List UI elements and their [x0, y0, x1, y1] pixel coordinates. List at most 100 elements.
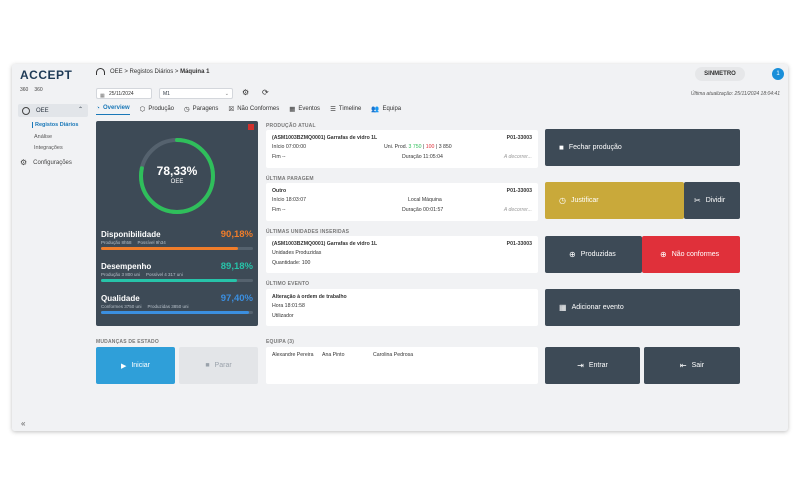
metric-value: 97,40%	[220, 293, 253, 304]
justify-button[interactable]: ◷ Justificar	[545, 182, 684, 219]
metric-qualidade: Qualidade 97,40% Conformes 3750 uni Produ…	[101, 293, 253, 314]
app-logo-subtitle: 360 360	[20, 87, 43, 93]
metric-name: Desempenho	[101, 262, 152, 271]
non-conforming-button[interactable]: ⊕ Não conformes	[642, 236, 740, 273]
chevron-down-icon: ⌄	[224, 91, 229, 97]
play-icon: ▶	[120, 362, 127, 370]
metric-sub: Conformes 3750 uni Produzidas 3850 uni	[101, 304, 189, 309]
box-icon: ⬡	[139, 105, 146, 113]
status-text: A decorrer...	[503, 207, 532, 213]
breadcrumb-root[interactable]: OEE	[110, 68, 123, 75]
enter-button[interactable]: ⇥ Entrar	[545, 347, 640, 384]
chevron-up-icon[interactable]: ⌃	[77, 107, 83, 113]
team-icon: 👥	[371, 105, 380, 113]
produced-button[interactable]: ⊕ Produzidas	[545, 236, 642, 273]
gauge-arc	[139, 138, 215, 214]
metric-bar	[101, 247, 253, 250]
machine-select[interactable]: M1 ⌄	[159, 88, 233, 99]
close-production-button[interactable]: ■ Fechar produção	[545, 129, 740, 166]
tab-paragens[interactable]: ◷ Paragens	[184, 105, 219, 113]
tab-bar: ◔ Overview ⬡ Produção ◷ Paragens ☒ Não Confo…	[96, 102, 411, 115]
team-member: Carolina Pedrosa	[373, 352, 414, 358]
breadcrumb-current: Máquina 1	[180, 68, 210, 75]
tab-eventos[interactable]: ▦ Eventos	[289, 105, 321, 113]
ultimo-evento-panel: Alteração à ordem de trabalho Hora 18:01…	[266, 289, 538, 326]
x-square-icon: ☒	[228, 105, 235, 113]
metric-bar	[101, 311, 253, 314]
metric-bar	[101, 279, 253, 282]
metric-name: Disponibilidade	[101, 230, 161, 239]
alert-flag-icon	[248, 124, 254, 130]
section-title-equipa: EQUIPA (3)	[266, 339, 295, 345]
team-member: Alexandre Pereira	[272, 352, 314, 358]
sidebar-item-configuracoes[interactable]: ⚙ Configurações	[20, 158, 72, 167]
tab-producao[interactable]: ⬡ Produção	[139, 105, 174, 113]
last-updated-text: Última atualização: 25/11/2024 18:04:41	[690, 91, 780, 97]
stop-button[interactable]: ■ Parar	[179, 347, 258, 384]
tab-equipa[interactable]: 👥 Equipa	[371, 105, 402, 113]
gauge-icon: ◔	[96, 104, 100, 112]
ultimas-unidades-panel: (ASM1003BZMQ0001) Garrafas de vidro 1L P…	[266, 236, 538, 273]
add-event-button[interactable]: ▦ Adicionar evento	[545, 289, 740, 326]
gauge-icon	[22, 106, 30, 115]
status-text: A decorrer...	[503, 154, 532, 160]
sidebar-item-label: OEE	[36, 107, 49, 114]
plus-circle-icon: ⊕	[569, 250, 576, 259]
order-code: P01-33003	[506, 135, 532, 141]
start-button[interactable]: ▶ Iniciar	[96, 347, 175, 384]
stop-square-icon: ■	[559, 143, 564, 152]
start-time: Início 18:03:07	[272, 197, 307, 203]
section-title-ultimo-evento: ÚLTIMO EVENTO	[266, 281, 310, 287]
metric-name: Qualidade	[101, 294, 140, 303]
login-icon: ⇥	[577, 361, 584, 370]
breadcrumb-mid[interactable]: Registos Diários	[129, 68, 174, 75]
refresh-icon: ⟳	[262, 88, 269, 97]
settings-gear-button[interactable]: ⚙	[242, 88, 249, 97]
team-member: Ana Pinto	[322, 352, 345, 358]
gear-icon: ⚙	[242, 88, 250, 97]
metric-value: 90,18%	[220, 229, 253, 240]
sidebar-item-analise[interactable]: Análise	[34, 134, 53, 140]
units-produced: Uni. Prod. 3 750 | 100 | 3 850	[384, 144, 452, 150]
app-window: ACCEPT 360 360 OEE ⌃ Registos Diários Aná…	[12, 64, 788, 431]
collapse-sidebar-button[interactable]: «	[21, 419, 26, 428]
tab-overview[interactable]: ◔ Overview	[96, 102, 130, 115]
unit-type: Unidades Produzidas	[272, 250, 322, 256]
section-title-ultima-paragem: ÚLTIMA PARAGEM	[266, 176, 314, 182]
split-button[interactable]: ✂ Dividir	[684, 182, 740, 219]
company-badge: SINMETRO	[695, 67, 745, 81]
avatar[interactable]: 1	[772, 68, 784, 80]
sidebar-item-label: Configurações	[33, 159, 72, 166]
ultima-paragem-panel: Outro P01-33003 Início 18:03:07 Local Má…	[266, 183, 538, 221]
stopwatch-icon: ◷	[184, 105, 190, 113]
calendar-icon: ▦	[559, 303, 567, 312]
duration: Duração 11:05:04	[402, 154, 443, 160]
equipa-panel: Alexandre Pereira Ana Pinto Carolina Ped…	[266, 347, 538, 384]
refresh-button[interactable]: ⟳	[262, 88, 269, 97]
tab-nao-conformes[interactable]: ☒ Não Conformes	[228, 105, 280, 113]
date-input[interactable]: ▦ 25/11/2024	[96, 88, 152, 99]
exit-button[interactable]: ⇤ Sair	[644, 347, 740, 384]
section-title-mudancas-estado: MUDANÇAS DE ESTADO	[96, 339, 159, 345]
section-title-ultimas-unidades: ÚLTIMAS UNIDADES INSERIDAS	[266, 229, 350, 235]
oee-label: OEE	[170, 179, 184, 185]
oee-card: 78,33% OEE Disponibilidade 90,18% Produç…	[96, 121, 258, 326]
sidebar-item-registos-diarios[interactable]: Registos Diários	[32, 122, 78, 128]
metric-bar-fill	[101, 311, 250, 314]
section-title-producao-atual: PRODUÇÃO ATUAL	[266, 123, 316, 129]
metric-sub: Produção 3 800 uni Possível 4 317 uni	[101, 272, 183, 277]
logout-icon: ⇤	[679, 361, 687, 370]
tab-timeline[interactable]: ☰ Timeline	[330, 105, 362, 113]
order-name: (ASM1003BZMQ0001) Garrafas de vidro 1L	[272, 241, 378, 247]
order-code: P01-33003	[506, 188, 532, 194]
sidebar-item-oee[interactable]: OEE ⌃	[18, 104, 88, 117]
plus-circle-icon: ⊕	[660, 250, 667, 259]
event-time: Hora 18:01:58	[272, 303, 305, 309]
sidebar: ACCEPT 360 360 OEE ⌃ Registos Diários Aná…	[12, 64, 92, 431]
calendar-icon: ▦	[289, 105, 296, 113]
breadcrumb-separator: >	[174, 68, 179, 75]
stop-location: Local Máquina	[408, 197, 442, 203]
end-time: Fim --	[272, 207, 286, 213]
metric-desempenho: Desempenho 89,18% Produção 3 800 uni Poss…	[101, 261, 253, 282]
sidebar-item-integracoes[interactable]: Integrações	[34, 145, 63, 151]
